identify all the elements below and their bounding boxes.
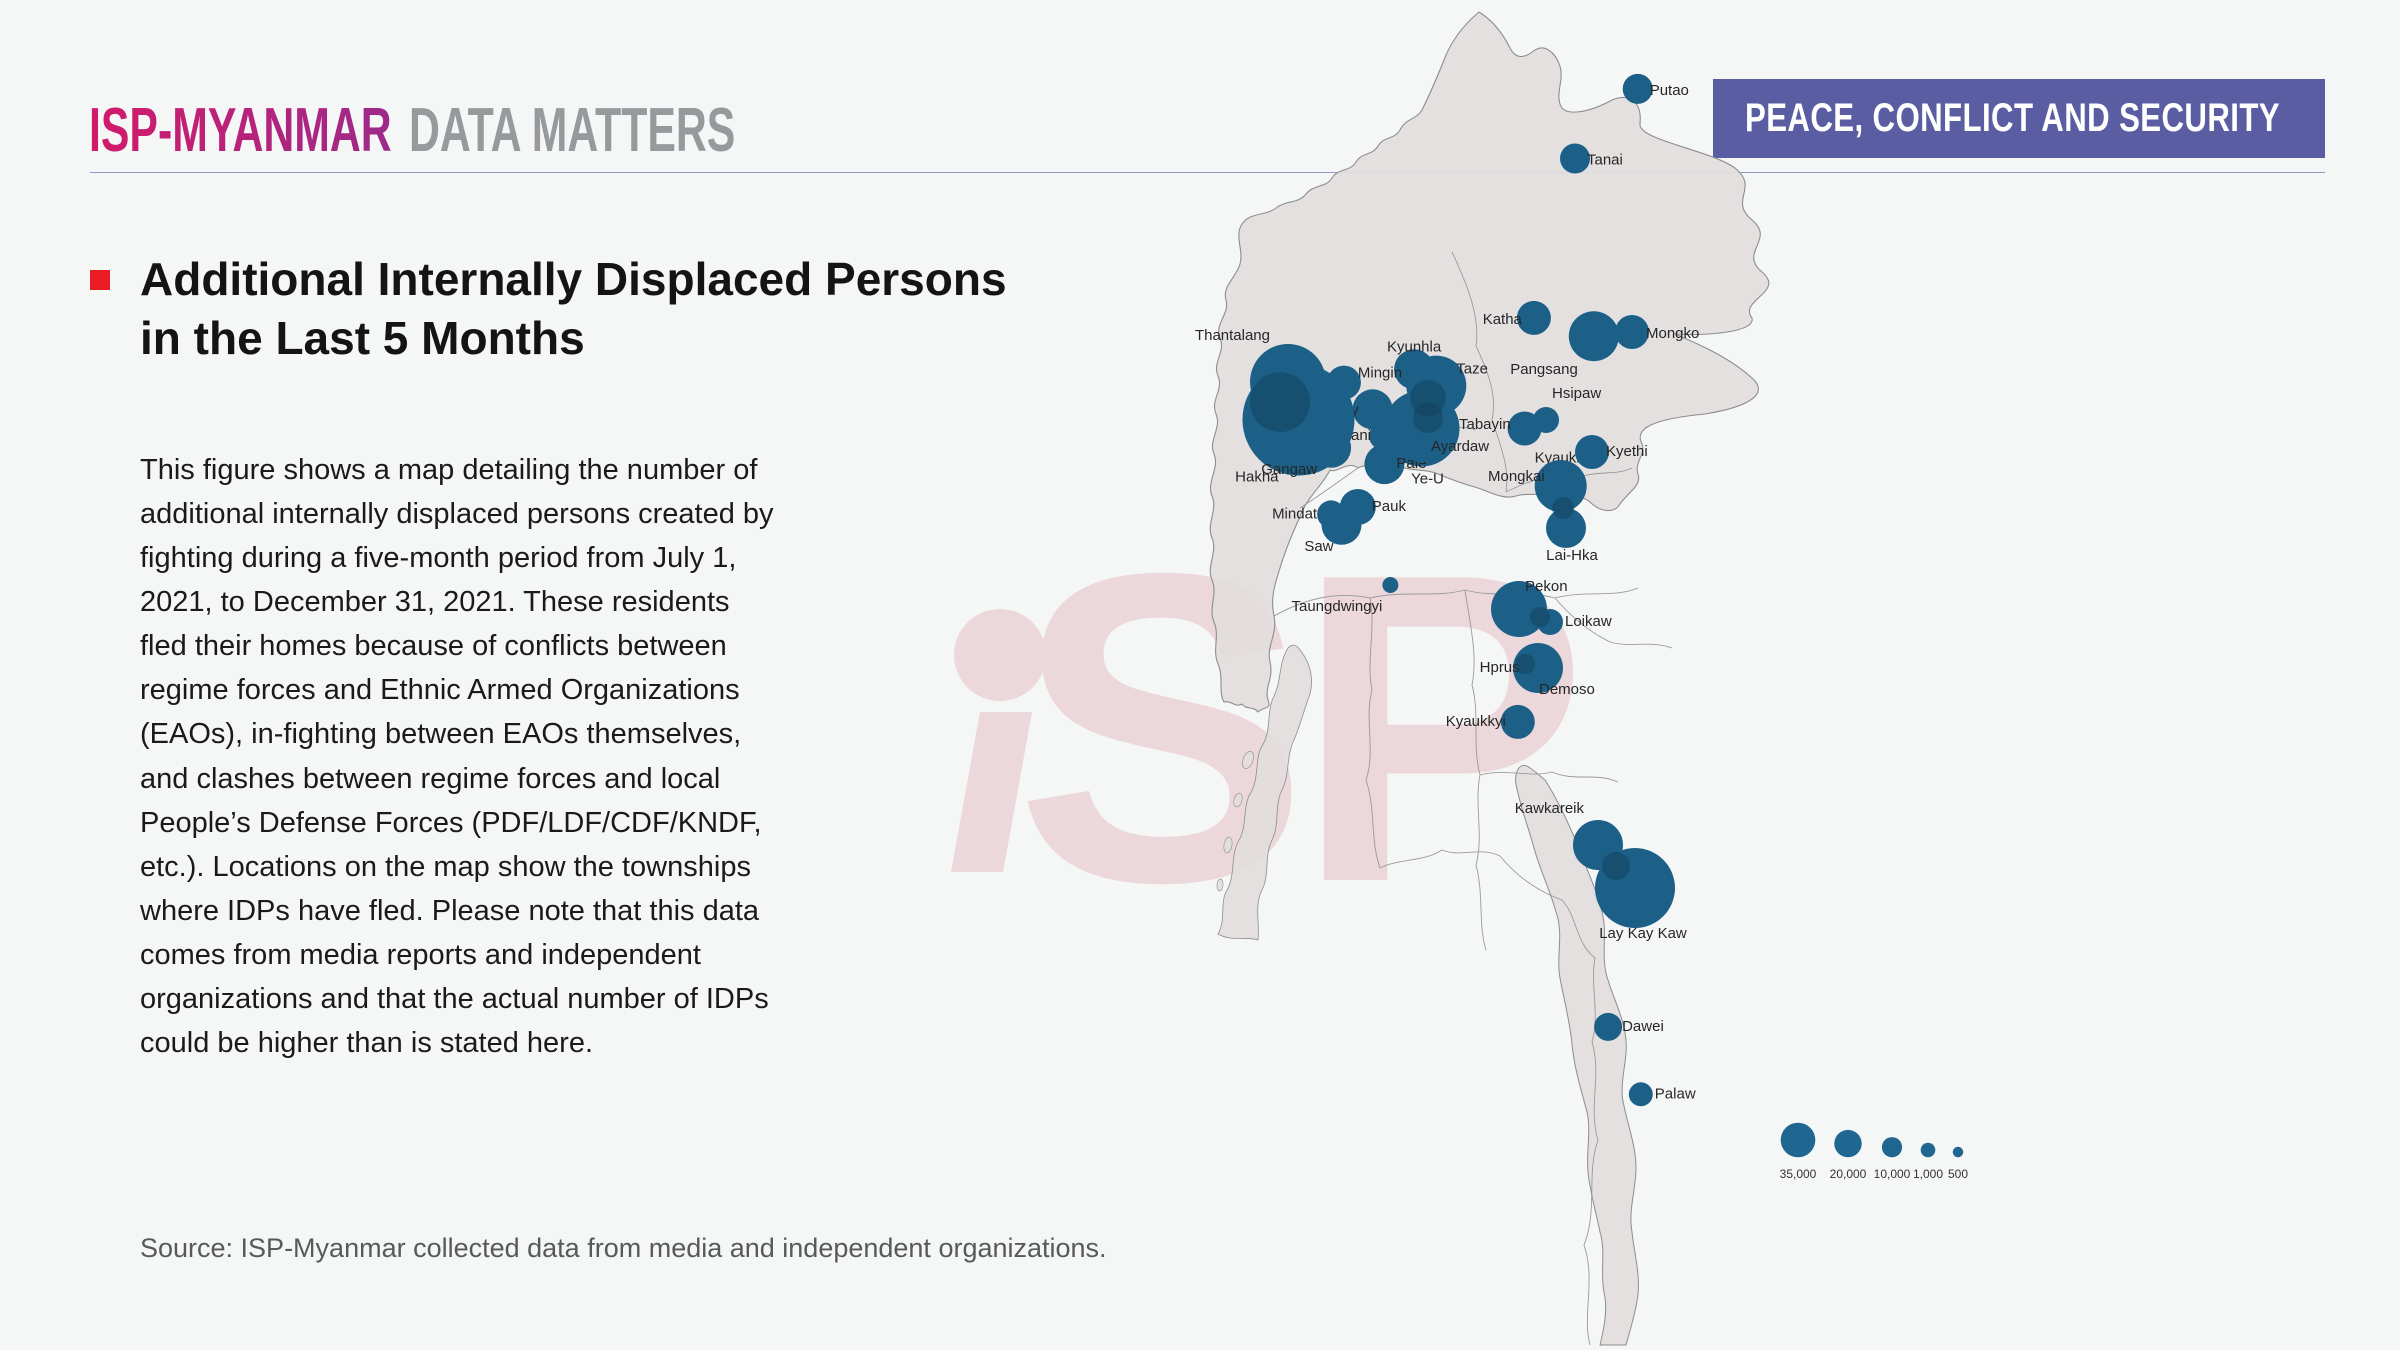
svg-text:Pekon: Pekon bbox=[1525, 578, 1568, 595]
svg-text:Mongko: Mongko bbox=[1646, 325, 1699, 342]
svg-text:Gangaw: Gangaw bbox=[1261, 461, 1317, 478]
svg-text:500: 500 bbox=[1948, 1167, 1968, 1181]
svg-text:Palaw: Palaw bbox=[1655, 1085, 1696, 1102]
svg-text:Tabayin: Tabayin bbox=[1459, 416, 1511, 433]
svg-text:35,000: 35,000 bbox=[1780, 1167, 1817, 1181]
svg-text:Katha: Katha bbox=[1483, 311, 1523, 328]
svg-text:Taze: Taze bbox=[1456, 361, 1488, 378]
svg-text:Thantalang: Thantalang bbox=[1195, 327, 1270, 344]
svg-text:10,000: 10,000 bbox=[1874, 1167, 1911, 1181]
svg-text:Kawkareik: Kawkareik bbox=[1515, 800, 1585, 817]
svg-text:Loikaw: Loikaw bbox=[1565, 613, 1612, 630]
svg-text:Mongkai: Mongkai bbox=[1488, 468, 1545, 485]
svg-text:20,000: 20,000 bbox=[1830, 1167, 1867, 1181]
svg-text:Dawei: Dawei bbox=[1622, 1018, 1664, 1035]
svg-text:Lay Kay Kaw: Lay Kay Kaw bbox=[1599, 925, 1687, 942]
svg-text:Demoso: Demoso bbox=[1539, 681, 1595, 698]
svg-text:Kyethi: Kyethi bbox=[1606, 443, 1648, 460]
svg-text:Kyaukkyi: Kyaukkyi bbox=[1446, 713, 1506, 730]
svg-text:1,000: 1,000 bbox=[1913, 1167, 1943, 1181]
svg-text:Ye-U: Ye-U bbox=[1411, 471, 1444, 488]
svg-text:Pauk: Pauk bbox=[1372, 498, 1407, 515]
svg-text:Tanai: Tanai bbox=[1587, 152, 1623, 169]
svg-text:Pangsang: Pangsang bbox=[1510, 361, 1578, 378]
svg-text:Mindat: Mindat bbox=[1272, 505, 1318, 522]
svg-text:Mingin: Mingin bbox=[1358, 365, 1402, 382]
svg-text:Lai-Hka: Lai-Hka bbox=[1546, 547, 1598, 564]
svg-text:Saw: Saw bbox=[1304, 538, 1333, 555]
svg-text:Kyunhla: Kyunhla bbox=[1387, 338, 1442, 355]
svg-text:Taungdwingyi: Taungdwingyi bbox=[1291, 598, 1382, 615]
svg-text:Ayardaw: Ayardaw bbox=[1431, 438, 1489, 455]
svg-text:Hsipaw: Hsipaw bbox=[1552, 385, 1601, 402]
svg-text:Putao: Putao bbox=[1650, 82, 1689, 99]
